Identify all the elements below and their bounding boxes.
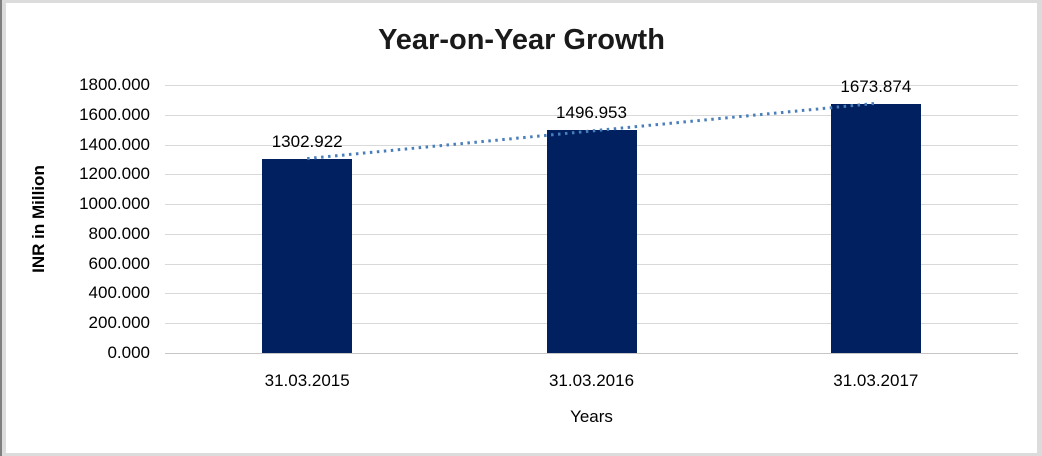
bar-31.03.2015 bbox=[262, 159, 353, 353]
x-axis-line bbox=[165, 353, 1018, 354]
trendline-svg bbox=[307, 101, 876, 161]
y-tick-label: 1800.000 bbox=[79, 75, 150, 94]
bars-layer: 1302.922 1496.953 1673.874 bbox=[165, 77, 1018, 353]
trendline bbox=[307, 101, 876, 161]
x-axis-labels: 31.03.2015 31.03.2016 31.03.2017 bbox=[165, 371, 1018, 393]
chart-title: Year-on-Year Growth bbox=[378, 24, 665, 56]
y-tick-label: 1000.000 bbox=[79, 194, 150, 214]
y-tick-label: 200.000 bbox=[88, 313, 150, 333]
gridline bbox=[165, 114, 1018, 116]
x-tick-label: 31.03.2017 bbox=[833, 371, 919, 390]
x-axis-title: Years bbox=[570, 407, 613, 426]
data-label: 1496.953 bbox=[556, 103, 627, 123]
y-tick-label: 400.000 bbox=[88, 283, 150, 303]
bar-31.03.2016 bbox=[546, 130, 637, 353]
bar-31.03.2017 bbox=[830, 103, 921, 353]
y-tick-label: 800.000 bbox=[88, 223, 150, 243]
data-label: 1302.922 bbox=[271, 132, 343, 151]
x-tick-label: 31.03.2016 bbox=[548, 371, 635, 390]
y-tick-label: 1400.000 bbox=[79, 134, 150, 154]
plot-area: 1302.922 1496.953 1673.874 bbox=[165, 77, 1018, 354]
y-tick-label: 0.000 bbox=[107, 343, 150, 362]
x-tick-label: 31.03.2015 bbox=[264, 371, 350, 390]
y-tick-label: 1200.000 bbox=[79, 164, 150, 184]
gridline bbox=[165, 85, 1018, 86]
y-tick-label: 1600.000 bbox=[79, 104, 150, 124]
data-label: 1673.874 bbox=[840, 76, 912, 96]
y-axis-labels: 1800.000 1600.000 1400.000 1200.000 1000.000… bbox=[6, 75, 150, 362]
y-tick-label: 600.000 bbox=[88, 253, 150, 273]
chart-canvas: Year-on-Year Growth INR in Million 1800.… bbox=[6, 3, 1037, 453]
